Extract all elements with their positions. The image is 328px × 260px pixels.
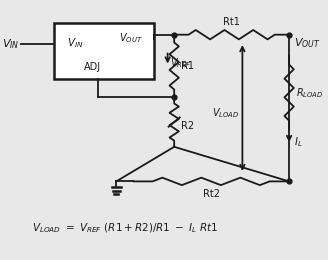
Text: $I_L$: $I_L$ <box>294 135 302 149</box>
Text: $V_{REF}$: $V_{REF}$ <box>170 56 191 70</box>
Text: $V_{IN}$: $V_{IN}$ <box>2 37 19 51</box>
Text: $R_{LOAD}$: $R_{LOAD}$ <box>296 86 323 100</box>
Text: R2: R2 <box>181 121 194 131</box>
Text: Rt2: Rt2 <box>203 189 219 199</box>
Text: $V_{IN}$: $V_{IN}$ <box>67 36 83 50</box>
Text: ADJ: ADJ <box>84 62 101 72</box>
Text: $V_{LOAD}\ =\ V_{REF}\ (R1+R2)/R1\ -\ I_L\ Rt1$: $V_{LOAD}\ =\ V_{REF}\ (R1+R2)/R1\ -\ I_… <box>32 221 219 235</box>
Text: $V_{LOAD}$: $V_{LOAD}$ <box>212 106 239 120</box>
Text: Rt1: Rt1 <box>223 17 240 27</box>
Text: $V_{OUT}$: $V_{OUT}$ <box>294 37 320 50</box>
Text: R1: R1 <box>181 61 194 71</box>
Bar <box>54 23 154 79</box>
Text: $V_{OUT}$: $V_{OUT}$ <box>119 31 142 45</box>
